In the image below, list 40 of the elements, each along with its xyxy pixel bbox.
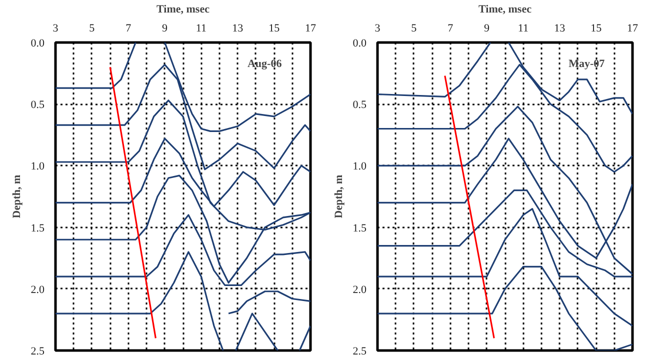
line-series [56, 251, 224, 350]
y-tick-label: 0.5 [30, 99, 45, 112]
y-tick-label: 2.5 [352, 346, 367, 358]
x-tick-label: 7 [126, 22, 132, 34]
x-tick-label: 3 [374, 22, 381, 34]
x-tick-label: 13 [554, 22, 566, 34]
y-tick-label: 0.0 [30, 38, 45, 50]
line-series [228, 290, 310, 314]
y-axis-title: Depth, m [332, 174, 345, 218]
x-tick-label: 17 [305, 22, 316, 34]
line-series [378, 266, 632, 350]
x-tick-label: 17 [627, 22, 638, 34]
x-axis-title: Time, msec [478, 4, 532, 16]
annotation: May-07 [568, 58, 606, 70]
y-tick-label: 1.0 [352, 160, 367, 173]
y-tick-label: 2.5 [30, 346, 45, 358]
y-tick-label: 1.5 [352, 222, 367, 234]
x-axis-title: Time, msec [156, 4, 210, 16]
x-tick-label: 15 [590, 22, 602, 34]
x-tick-label: 9 [162, 22, 168, 34]
x-tick-label: 7 [448, 22, 454, 34]
x-tick-label: 11 [196, 22, 207, 34]
x-tick-label: 5 [411, 22, 418, 34]
x-tick-label: 13 [232, 22, 244, 34]
annotation: Aug-06 [247, 58, 282, 70]
x-tick-label: 5 [89, 22, 96, 34]
x-tick-label: 11 [518, 22, 529, 34]
line-series [56, 42, 136, 89]
y-tick-label: 1.5 [30, 222, 45, 234]
y-tick-label: 0.5 [352, 99, 367, 112]
x-tick-label: 3 [52, 22, 59, 34]
y-tick-label: 1.0 [30, 160, 45, 173]
y-tick-label: 2.0 [30, 284, 45, 296]
y-tick-label: 0.0 [352, 38, 367, 50]
x-tick-label: 9 [484, 22, 490, 34]
y-axis-title: Depth, m [10, 174, 23, 218]
x-tick-label: 15 [268, 22, 280, 34]
y-tick-label: 2.0 [352, 284, 367, 296]
line-series [378, 208, 632, 327]
line-series [378, 42, 492, 98]
